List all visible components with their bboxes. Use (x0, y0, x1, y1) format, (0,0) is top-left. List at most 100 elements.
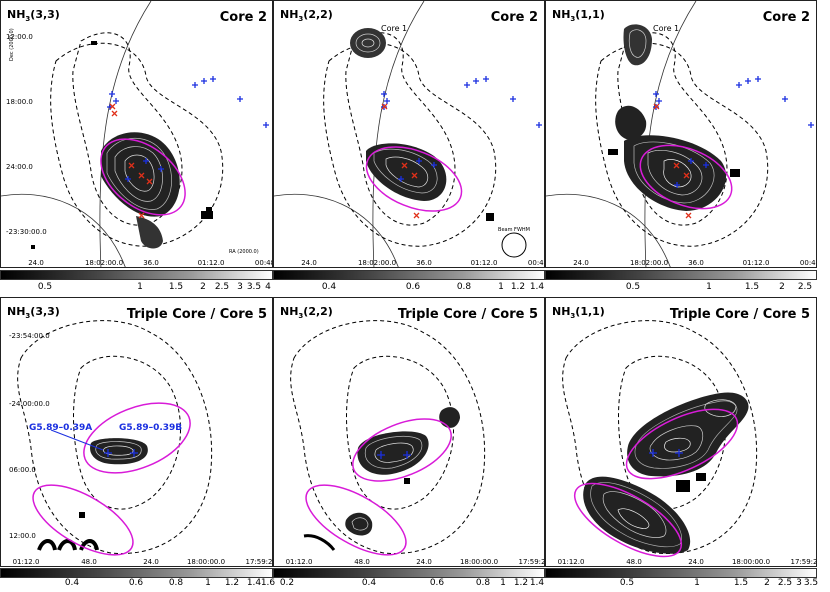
core-ellipse (625, 408, 739, 480)
svg-text:24.0: 24.0 (573, 259, 589, 267)
panel-core5-nh3-11: NH3(1,1) Triple Core / Core 5 01:12.0 48… (545, 297, 817, 567)
svg-text:17:59:2: 17:59:2 (519, 558, 546, 566)
panel-title: Core 2 (763, 10, 810, 25)
svg-text:00:48: 00:48 (800, 259, 817, 267)
colorbar-ticks: 0.5 1 1.5 2 2.5 (625, 282, 813, 292)
svg-text:00:48: 00:48 (528, 259, 545, 267)
panel-core5-nh3-22: NH3(2,2) Triple Core / Core 5 01:12.0 48… (273, 297, 545, 567)
y-axis-ticks: -23:54:00.0 -24:00:00.0 06:00.0 12:00.0 (9, 332, 50, 540)
panel-title: Core 2 (491, 10, 538, 25)
svg-text:24.0: 24.0 (416, 558, 432, 566)
dashed-contour (290, 320, 486, 555)
survey-boundary-arc (546, 193, 671, 267)
x-axis-ticks: 01:12.0 48.0 24.0 18:00:00.0 17:59:2 (286, 558, 546, 566)
molecule-label: NH3(1,1) (552, 8, 605, 23)
svg-text:36.0: 36.0 (416, 259, 432, 267)
svg-text:01:12.0: 01:12.0 (198, 259, 225, 267)
map-core2-nh3-33: NH3(3,3) Core 2 Dec (2000.0) RA (2000.0) (1, 1, 273, 267)
survey-boundary-arc (644, 1, 697, 267)
colorbar (273, 270, 545, 280)
dashed-contour (562, 320, 758, 555)
molecule-label: NH3(2,2) (280, 305, 333, 320)
panel-core2-nh3-33: NH3(3,3) Core 2 Dec (2000.0) RA (2000.0) (0, 0, 273, 268)
svg-text:48.0: 48.0 (626, 558, 642, 566)
svg-text:01:12.0: 01:12.0 (471, 259, 498, 267)
y-axis-ticks: 12:00.0 18:00.0 24:00.0 -23:30:00.0 (6, 33, 47, 236)
dashed-contour (617, 32, 728, 226)
red-crosses (653, 103, 692, 219)
svg-text:-23:54:00.0: -23:54:00.0 (9, 332, 50, 340)
svg-text:12:00.0: 12:00.0 (6, 33, 33, 41)
colorbar (273, 568, 545, 578)
svg-text:24:00.0: 24:00.0 (6, 163, 33, 171)
dec-axis-label: Dec (2000.0) (9, 28, 15, 61)
svg-text:24.0: 24.0 (301, 259, 317, 267)
svg-text:01:12.0: 01:12.0 (558, 558, 585, 566)
source-a-label: G5.89–0.39A (29, 423, 92, 433)
ra-axis-label: RA (2000.0) (229, 249, 259, 255)
core1-label: Core 1 (381, 24, 407, 33)
panel-core2-nh3-11: NH3(1,1) Core 2 Core 1 (545, 0, 817, 268)
svg-text:01:12.0: 01:12.0 (743, 259, 770, 267)
colorbar (545, 270, 817, 280)
emission-blob (303, 407, 460, 551)
svg-text:18:00:00.0: 18:00:00.0 (187, 558, 225, 566)
dashed-contour (345, 32, 456, 226)
svg-text:17:59:2: 17:59:2 (246, 558, 273, 566)
emission-blob (583, 392, 749, 554)
red-crosses (381, 103, 420, 219)
map-core2-nh3-22: NH3(2,2) Core 2 Core 1 Beam FWHM (274, 1, 545, 267)
panel-core5-nh3-33: NH3(3,3) Triple Core / Core 5 G5.89–0.39… (0, 297, 273, 567)
svg-text:24.0: 24.0 (28, 259, 44, 267)
svg-text:12:00.0: 12:00.0 (9, 532, 36, 540)
core-ellipse (100, 138, 186, 216)
dashed-contour (618, 355, 726, 510)
emission-blob (31, 41, 213, 249)
colorbar (0, 568, 273, 578)
panel-title: Triple Core / Core 5 (398, 307, 538, 322)
x-axis-ticks: 24.0 18:02:00.0 36.0 01:12.0 00:48 (301, 259, 545, 267)
x-axis-ticks: 24.0 18:02:00.0 36.0 01:12.0 00:48 (28, 259, 273, 267)
svg-text:18:02:00.0: 18:02:00.0 (630, 259, 668, 267)
colorbar (545, 568, 817, 578)
svg-text:18:00:00.0: 18:00:00.0 (460, 558, 498, 566)
colorbar-ticks: 0.5 1 1.5 2 2.5 3 3.5 4 (37, 282, 271, 292)
svg-text:00:48: 00:48 (255, 259, 273, 267)
svg-text:36.0: 36.0 (688, 259, 704, 267)
svg-text:18:02:00.0: 18:02:00.0 (358, 259, 396, 267)
molecule-label: NH3(3,3) (7, 305, 60, 320)
svg-text:24.0: 24.0 (143, 558, 159, 566)
map-core5-nh3-33: NH3(3,3) Triple Core / Core 5 G5.89–0.39… (7, 305, 273, 566)
dashed-contour (595, 42, 769, 247)
beam-fwhm-label: Beam FWHM (498, 227, 530, 233)
core-ellipse (352, 418, 452, 482)
svg-text:17:59:2: 17:59:2 (791, 558, 818, 566)
core-ellipse (32, 484, 134, 556)
core-ellipse (83, 402, 191, 474)
svg-text:01:12.0: 01:12.0 (286, 558, 313, 566)
survey-boundary-arc (274, 193, 399, 267)
core-ellipse (305, 484, 407, 556)
dashed-contour (73, 355, 181, 510)
map-core5-nh3-11: NH3(1,1) Triple Core / Core 5 01:12.0 48… (552, 305, 818, 566)
red-crosses (109, 103, 153, 219)
source-b-label: G5.89–0.39B (119, 423, 182, 433)
beam-fwhm-circle (501, 232, 527, 258)
x-axis-ticks: 01:12.0 48.0 24.0 18:00:00.0 17:59:2 (13, 558, 273, 566)
dashed-contour (346, 355, 454, 510)
svg-text:36.0: 36.0 (143, 259, 159, 267)
colorbar-ticks: 0.5 1 1.5 2 2.5 3 3.5 (619, 578, 819, 588)
svg-text:06:00.0: 06:00.0 (9, 466, 36, 474)
emission-blob (350, 28, 494, 221)
svg-text:48.0: 48.0 (354, 558, 370, 566)
svg-text:24.0: 24.0 (688, 558, 704, 566)
core1-label: Core 1 (653, 24, 679, 33)
panel-title: Core 2 (220, 10, 267, 25)
molecule-label: NH3(2,2) (280, 8, 333, 23)
svg-text:18:00:00.0: 18:00:00.0 (732, 558, 770, 566)
core-ellipse (639, 144, 733, 210)
colorbar (0, 270, 273, 280)
survey-boundary-arc (1, 193, 126, 267)
x-axis-ticks: 01:12.0 48.0 24.0 18:00:00.0 17:59:2 (558, 558, 818, 566)
map-core5-nh3-22: NH3(2,2) Triple Core / Core 5 01:12.0 48… (280, 305, 546, 566)
